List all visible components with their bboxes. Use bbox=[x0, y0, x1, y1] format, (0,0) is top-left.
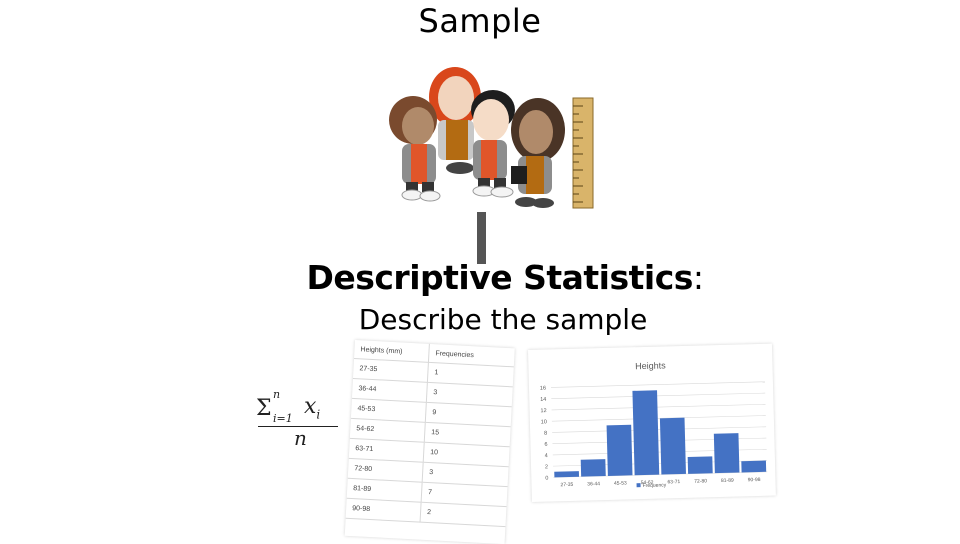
x-tick-label: 45-53 bbox=[614, 480, 627, 486]
frequency-table: Heights (mm) Frequencies 27-35 1 36-44 3 4… bbox=[344, 340, 515, 544]
histogram-bar bbox=[606, 424, 633, 476]
table-cell: 90-98 bbox=[345, 498, 422, 523]
gridline bbox=[551, 415, 766, 422]
section-subheading: Describe the sample bbox=[358, 303, 648, 336]
sigma-symbol: Σ bbox=[256, 396, 272, 421]
y-tick-label: 12 bbox=[540, 408, 546, 414]
person-red-hair-icon bbox=[429, 67, 481, 174]
x-tick-label: 54-62 bbox=[641, 480, 654, 486]
person-brown-hair-icon bbox=[389, 96, 441, 202]
histogram-bar bbox=[554, 471, 580, 478]
formula-numerator: Σ bbox=[256, 396, 272, 421]
y-tick-label: 2 bbox=[545, 464, 548, 470]
histogram-bar bbox=[741, 460, 767, 473]
gridline bbox=[550, 381, 765, 388]
person-long-hair-icon bbox=[511, 98, 565, 208]
section-heading-colon: : bbox=[692, 258, 704, 297]
fraction-bar bbox=[258, 426, 338, 428]
connector-line bbox=[477, 212, 486, 264]
y-tick-label: 10 bbox=[541, 419, 547, 425]
y-tick-label: 16 bbox=[540, 386, 546, 392]
section-heading-text: Descriptive Statistics bbox=[306, 258, 693, 297]
sum-term: xi bbox=[304, 394, 320, 421]
person-black-hair-icon bbox=[471, 90, 515, 198]
mean-formula: Σ n i=1 xi n bbox=[256, 388, 346, 452]
x-tick-label: 27-35 bbox=[560, 482, 573, 488]
sum-upper-limit: n bbox=[273, 388, 281, 401]
histogram-chart: Heights 0 2 4 6 8 10 12 14 16 27-35 36-44 45-53 54-6… bbox=[540, 360, 768, 489]
chart-title: Heights bbox=[635, 360, 666, 371]
histogram-bar bbox=[687, 456, 713, 474]
slide-title: Sample bbox=[418, 2, 542, 40]
y-tick-label: 4 bbox=[545, 453, 548, 459]
y-tick-label: 0 bbox=[545, 476, 548, 482]
histogram-bar bbox=[632, 390, 660, 476]
histogram-card: Heights 0 2 4 6 8 10 12 14 16 27-35 36-44 45-53 54-6… bbox=[528, 343, 776, 502]
formula-denominator: n bbox=[294, 426, 307, 450]
histogram-bar bbox=[659, 417, 686, 475]
x-tick-label: 90-98 bbox=[748, 477, 761, 483]
histogram-bar bbox=[580, 459, 606, 477]
gridline bbox=[551, 404, 766, 411]
ruler-icon bbox=[572, 97, 594, 209]
section-heading: Descriptive Statistics: bbox=[0, 258, 960, 297]
legend-swatch bbox=[636, 483, 641, 488]
sum-lower-limit: i=1 bbox=[273, 412, 293, 425]
y-tick-label: 14 bbox=[540, 397, 546, 403]
legend-label: Frequency bbox=[643, 482, 667, 489]
students-with-ruler-illustration bbox=[380, 62, 610, 216]
gridline bbox=[551, 392, 766, 399]
sum-term-variable: x bbox=[304, 394, 317, 419]
x-tick-label: 72-80 bbox=[694, 478, 707, 484]
histogram-bar bbox=[713, 433, 740, 474]
table-cell: 2 bbox=[420, 502, 507, 527]
x-tick-label: 81-89 bbox=[721, 478, 734, 484]
sum-term-subscript: i bbox=[316, 407, 321, 422]
x-tick-label: 63-71 bbox=[667, 479, 680, 485]
x-tick-label: 36-44 bbox=[587, 481, 600, 487]
y-tick-label: 6 bbox=[544, 442, 547, 448]
gridline bbox=[552, 426, 767, 433]
y-tick-label: 8 bbox=[544, 431, 547, 437]
